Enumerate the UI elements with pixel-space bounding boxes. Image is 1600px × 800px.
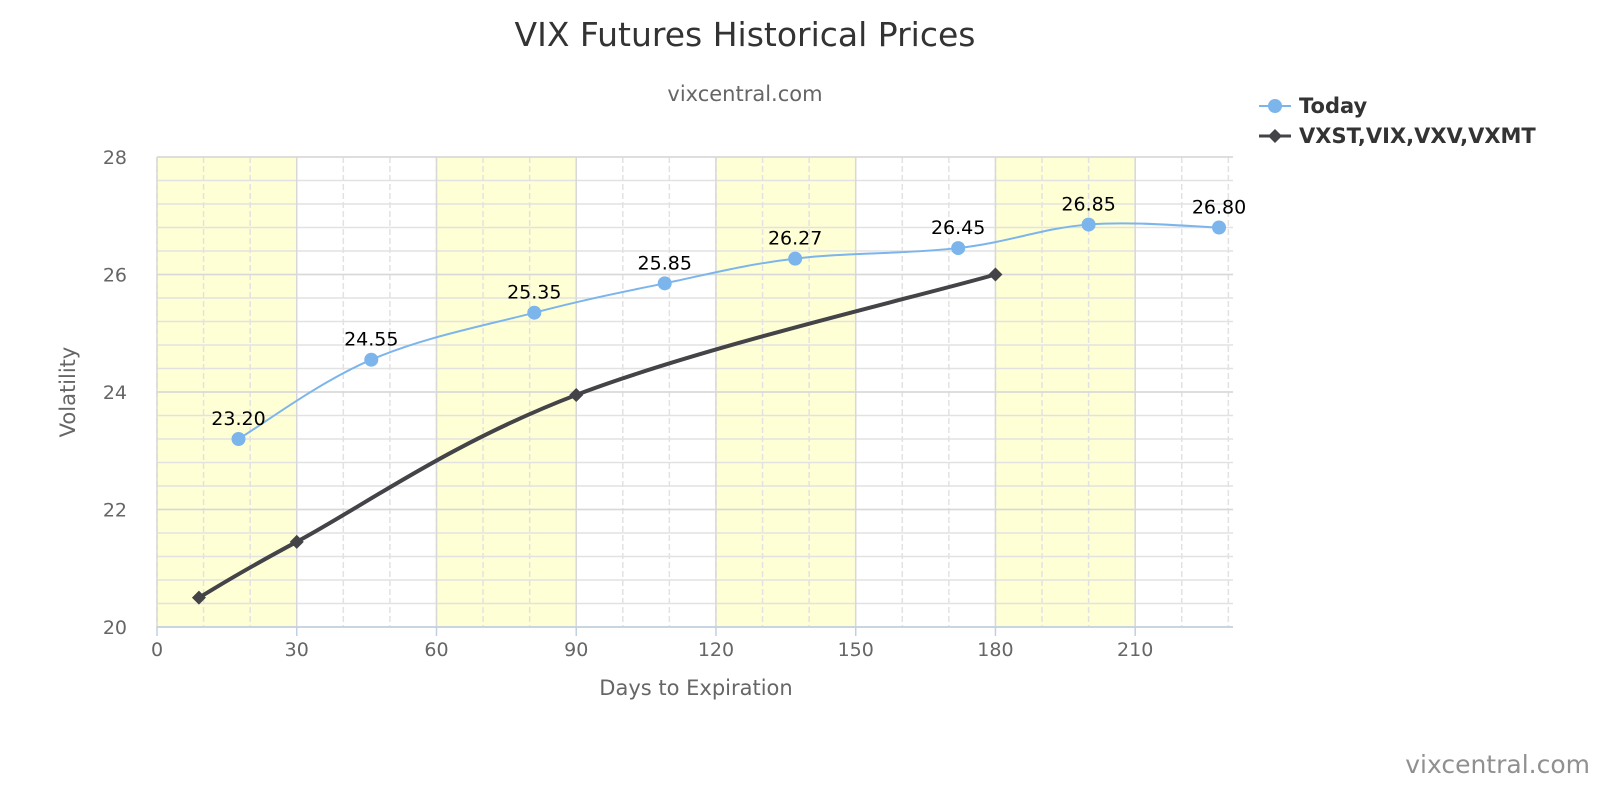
legend-marker-circle: [1268, 99, 1282, 113]
y-axis-title: Volatility: [56, 347, 80, 438]
chart-title: VIX Futures Historical Prices: [515, 15, 976, 54]
series-layer: [191, 217, 1227, 605]
data-label: 25.35: [507, 282, 561, 304]
data-label: 25.85: [638, 252, 692, 274]
legend-label: Today: [1299, 94, 1368, 118]
data-point-term-structure: [191, 590, 206, 605]
data-point-term-structure: [988, 267, 1003, 282]
data-point-today: [951, 241, 966, 256]
x-tick-label: 30: [285, 639, 309, 661]
y-tick-label: 22: [103, 500, 127, 522]
series-line-vxst-vix-vxv-vxmt: [196, 272, 998, 600]
data-label: 24.55: [344, 329, 398, 351]
x-tick-label: 180: [977, 639, 1013, 661]
legend-item-today[interactable]: Today: [1259, 94, 1368, 118]
x-axis-ticks: 0 30 60 90 120 150 180 210: [151, 627, 1153, 661]
data-point-today: [1081, 217, 1096, 232]
credits-link[interactable]: vixcentral.com: [1405, 750, 1590, 779]
x-tick-label: 210: [1117, 639, 1153, 661]
data-point-today: [657, 276, 672, 291]
x-tick-label: 90: [564, 639, 588, 661]
legend: Today VXST,VIX,VXV,VXMT: [1259, 94, 1536, 148]
y-tick-label: 24: [103, 382, 127, 404]
chart-subtitle: vixcentral.com: [667, 82, 822, 106]
legend-item-vxst-vix-vxv-vxmt[interactable]: VXST,VIX,VXV,VXMT: [1259, 124, 1536, 148]
y-tick-label: 28: [103, 147, 127, 169]
data-labels: 23.20 24.55 25.35 25.85 26.27 26.45 26.85 26.80: [211, 194, 1246, 430]
data-point-today: [364, 352, 379, 367]
data-point-today: [788, 251, 803, 266]
x-axis-title: Days to Expiration: [599, 676, 792, 700]
y-tick-label: 20: [103, 617, 127, 639]
data-point-term-structure: [289, 534, 304, 549]
data-point-today: [231, 432, 246, 446]
x-tick-label: 0: [151, 639, 163, 661]
data-label: 26.45: [931, 217, 985, 239]
series-line-today: [237, 222, 1221, 440]
y-axis-ticks: 20 22 24 26 28: [103, 147, 127, 639]
data-point-today: [1212, 220, 1227, 235]
legend-marker-diamond: [1268, 129, 1282, 143]
y-tick-label: 26: [103, 265, 127, 287]
data-label: 26.27: [768, 228, 822, 250]
x-tick-label: 120: [698, 639, 734, 661]
data-label: 26.80: [1192, 197, 1246, 219]
data-point-term-structure: [569, 387, 584, 402]
x-tick-label: 150: [838, 639, 874, 661]
x-tick-label: 60: [424, 639, 448, 661]
data-label: 23.20: [211, 408, 265, 430]
data-label: 26.85: [1061, 194, 1115, 216]
data-point-today: [527, 305, 542, 320]
legend-label: VXST,VIX,VXV,VXMT: [1299, 124, 1536, 148]
